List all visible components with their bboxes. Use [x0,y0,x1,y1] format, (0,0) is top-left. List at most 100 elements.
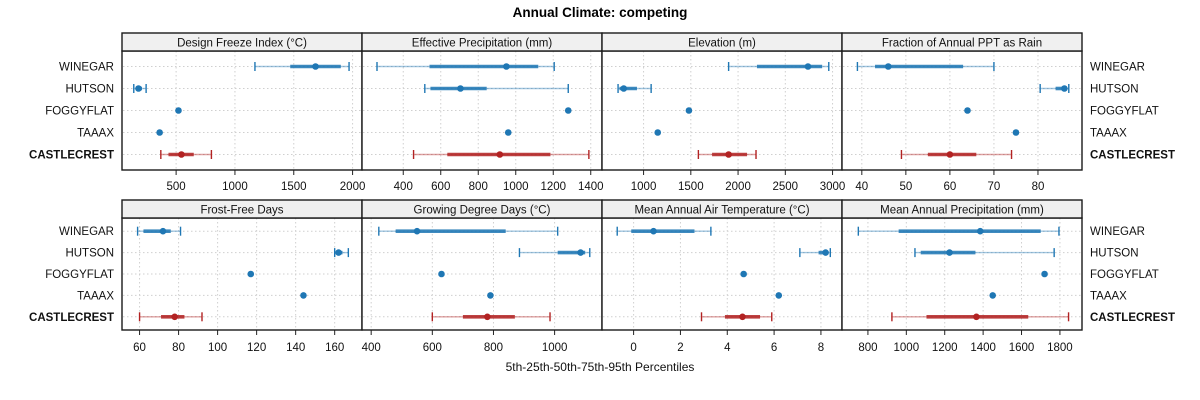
panel-plot-area [602,51,842,170]
series-foggyflat [685,107,693,114]
panel-frost-free-days: 60 80 100 120 140 160 Frost-Free Days [121,199,363,354]
axis-tick-label: 160 [325,342,344,354]
median-dot [620,85,628,92]
series-taaax [300,292,307,299]
site-label-left-castlecrest: CASTLECREST [29,312,114,324]
axis-tick-label: 70 [988,181,1001,193]
series-hutson [617,84,652,93]
axis-tick-label: 1500 [281,181,307,193]
axis-tick-label: 1600 [1009,342,1035,354]
axis-tick-label: 800 [858,342,877,354]
site-label-right-hutson: HUTSON [1090,248,1139,260]
panel-strip [841,32,1083,52]
median-dot [504,129,512,136]
median-dot [976,227,984,235]
median-dot [804,63,812,70]
median-dot [884,63,892,70]
panel-plot-area [842,51,1082,170]
panel-plot-area [122,51,362,170]
series-winegar [727,62,830,71]
median-dot [775,292,783,299]
site-label-right-winegar: WINEGAR [1090,226,1145,238]
median-dot [178,151,185,158]
x-axis-caption: 5th-25th-50th-75th-95th Percentiles [505,360,695,374]
panel-plot-area [602,218,842,330]
axis-tick-label: 1200 [932,342,958,354]
axis-tick-label: 140 [286,342,305,354]
series-castlecrest [700,312,773,322]
site-label-left-taaax: TAAAX [77,290,114,302]
series-hutson [799,248,831,258]
median-dot [175,107,182,114]
panel-strip-title: Effective Precipitation (mm) [412,38,553,50]
axis-tick-label: 800 [469,181,488,193]
median-dot [335,249,342,256]
axis-tick-label: 50 [899,181,912,193]
axis-tick-label: 6 [771,342,777,354]
series-hutson [1039,84,1070,93]
median-dot [973,313,980,321]
panel-mean-annual-precipitation-mm: 800 1000 1200 1400 1600 1800 Mean Annual Preci… [841,199,1083,354]
series-foggyflat [564,107,572,114]
site-label-left-castlecrest: CASTLECREST [29,150,114,162]
series-foggyflat [964,107,971,114]
series-castlecrest [891,312,1070,322]
axis-tick-label: 1000 [631,181,657,193]
axis-tick-label: 1200 [540,181,566,193]
series-castlecrest [697,150,757,159]
series-hutson [424,84,569,93]
panel-strip-title: Mean Annual Precipitation (mm) [880,205,1044,217]
axis-tick-label: 1000 [222,181,248,193]
series-hutson [518,248,591,258]
series-winegar [616,226,712,236]
axis-tick-label: 1400 [970,342,996,354]
median-dot [989,292,997,299]
series-foggyflat [175,107,182,114]
panel-strip-title: Fraction of Annual PPT as Rain [882,38,1042,50]
axis-tick-label: 400 [394,181,413,193]
axis-tick-label: 600 [431,181,450,193]
median-dot [247,270,255,278]
median-dot [1012,129,1020,136]
site-label-left-foggyflat: FOGGYFLAT [45,106,114,118]
axis-tick-label: 8 [818,342,824,354]
axis-tick-label: 1000 [542,342,568,354]
series-foggyflat [247,270,255,278]
panel-strip-title: Mean Annual Air Temperature (°C) [634,205,809,217]
series-winegar [856,62,995,71]
axis-tick-label: 80 [172,342,185,354]
series-castlecrest [160,150,213,159]
chart-title: Annual Climate: competing [512,5,688,20]
series-castlecrest [138,312,203,322]
median-dot [135,85,142,92]
panel-fraction-of-annual-ppt-as-rain: 40 50 60 70 80 Fraction of Annual PPT as Rain [841,32,1083,193]
median-dot [946,151,954,158]
median-dot [1061,85,1068,92]
axis-tick-label: 60 [133,342,146,354]
axis-tick-label: 2500 [773,181,799,193]
median-dot [685,107,693,114]
series-taaax [504,129,512,136]
series-taaax [775,292,783,299]
panel-strip-title: Design Freeze Index (°C) [177,38,307,50]
median-dot [1041,270,1048,278]
series-hutson [333,248,350,258]
site-label-left-hutson: HUTSON [65,84,114,96]
median-dot [484,313,491,321]
series-castlecrest [431,312,551,322]
axis-tick-label: 0 [630,342,636,354]
series-foggyflat [1041,270,1048,278]
site-label-left-taaax: TAAAX [77,128,114,140]
series-foggyflat [438,270,445,278]
series-winegar [378,226,559,236]
series-taaax [989,292,997,299]
panel-strip-title: Frost-Free Days [200,205,283,217]
axis-tick-label: 1000 [503,181,529,193]
median-dot [496,151,504,158]
site-label-right-castlecrest: CASTLECREST [1090,150,1175,162]
series-foggyflat [740,270,747,278]
axis-tick-label: 60 [943,181,956,193]
site-label-right-taaax: TAAAX [1090,290,1127,302]
